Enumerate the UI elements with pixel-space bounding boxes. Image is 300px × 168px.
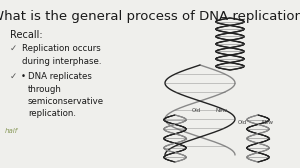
Text: half: half (5, 128, 18, 134)
Text: Old: Old (191, 108, 201, 113)
Text: New: New (262, 120, 274, 125)
Text: •: • (21, 72, 26, 81)
Text: ✓: ✓ (10, 44, 17, 53)
Text: ✓: ✓ (10, 72, 17, 81)
Text: Recall:: Recall: (10, 30, 43, 40)
Text: Replication occurs
during interphase.: Replication occurs during interphase. (22, 44, 101, 66)
Text: Old: Old (237, 120, 247, 125)
Text: What is the general process of DNA replication?: What is the general process of DNA repli… (0, 10, 300, 23)
Text: New: New (216, 108, 228, 113)
Text: DNA replicates
through
semiconservative
replication.: DNA replicates through semiconservative … (28, 72, 104, 118)
